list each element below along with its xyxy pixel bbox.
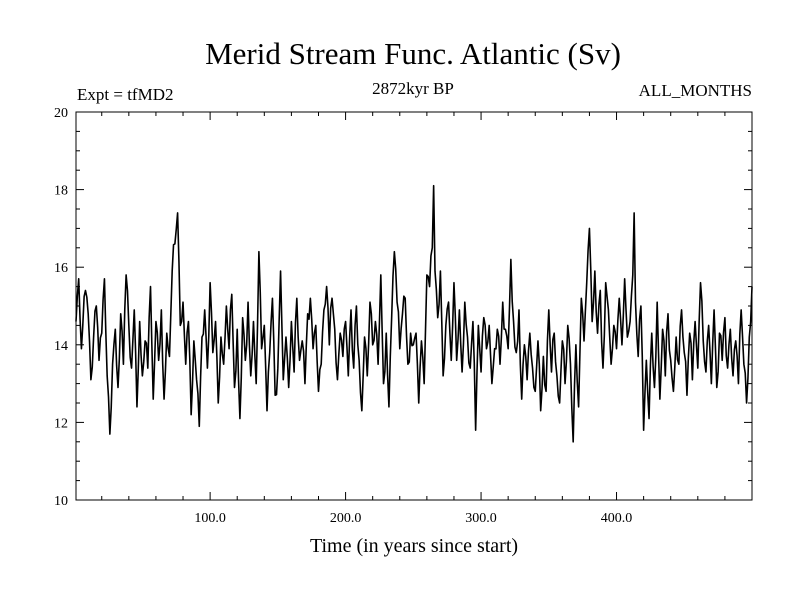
x-axis-label: Time (in years since start) bbox=[310, 535, 518, 557]
x-tick-label: 300.0 bbox=[465, 511, 497, 526]
chart-title: Merid Stream Func. Atlantic (Sv) bbox=[205, 36, 621, 71]
series-layer bbox=[75, 184, 753, 443]
months-label: ALL_MONTHS bbox=[639, 81, 752, 100]
time-period-label: 2872kyr BP bbox=[372, 79, 454, 98]
plot-frame bbox=[75, 111, 753, 501]
y-tick-label: 18 bbox=[54, 184, 68, 199]
y-tick-label: 14 bbox=[54, 339, 68, 354]
y-tick-label: 10 bbox=[54, 494, 68, 509]
axis-ticks bbox=[76, 111, 752, 501]
x-tick-label: 400.0 bbox=[601, 511, 633, 526]
y-tick-label: 12 bbox=[54, 416, 68, 431]
axis-tick-labels: 10 12 14 16 18 20 100.0 200.0 300.0 400.0 bbox=[54, 106, 632, 526]
experiment-label: Expt = tfMD2 bbox=[77, 85, 173, 104]
series-line bbox=[75, 184, 753, 443]
y-tick-label: 16 bbox=[54, 261, 68, 276]
x-tick-label: 100.0 bbox=[194, 511, 226, 526]
y-tick-label: 20 bbox=[54, 106, 68, 121]
x-tick-label: 200.0 bbox=[330, 511, 362, 526]
